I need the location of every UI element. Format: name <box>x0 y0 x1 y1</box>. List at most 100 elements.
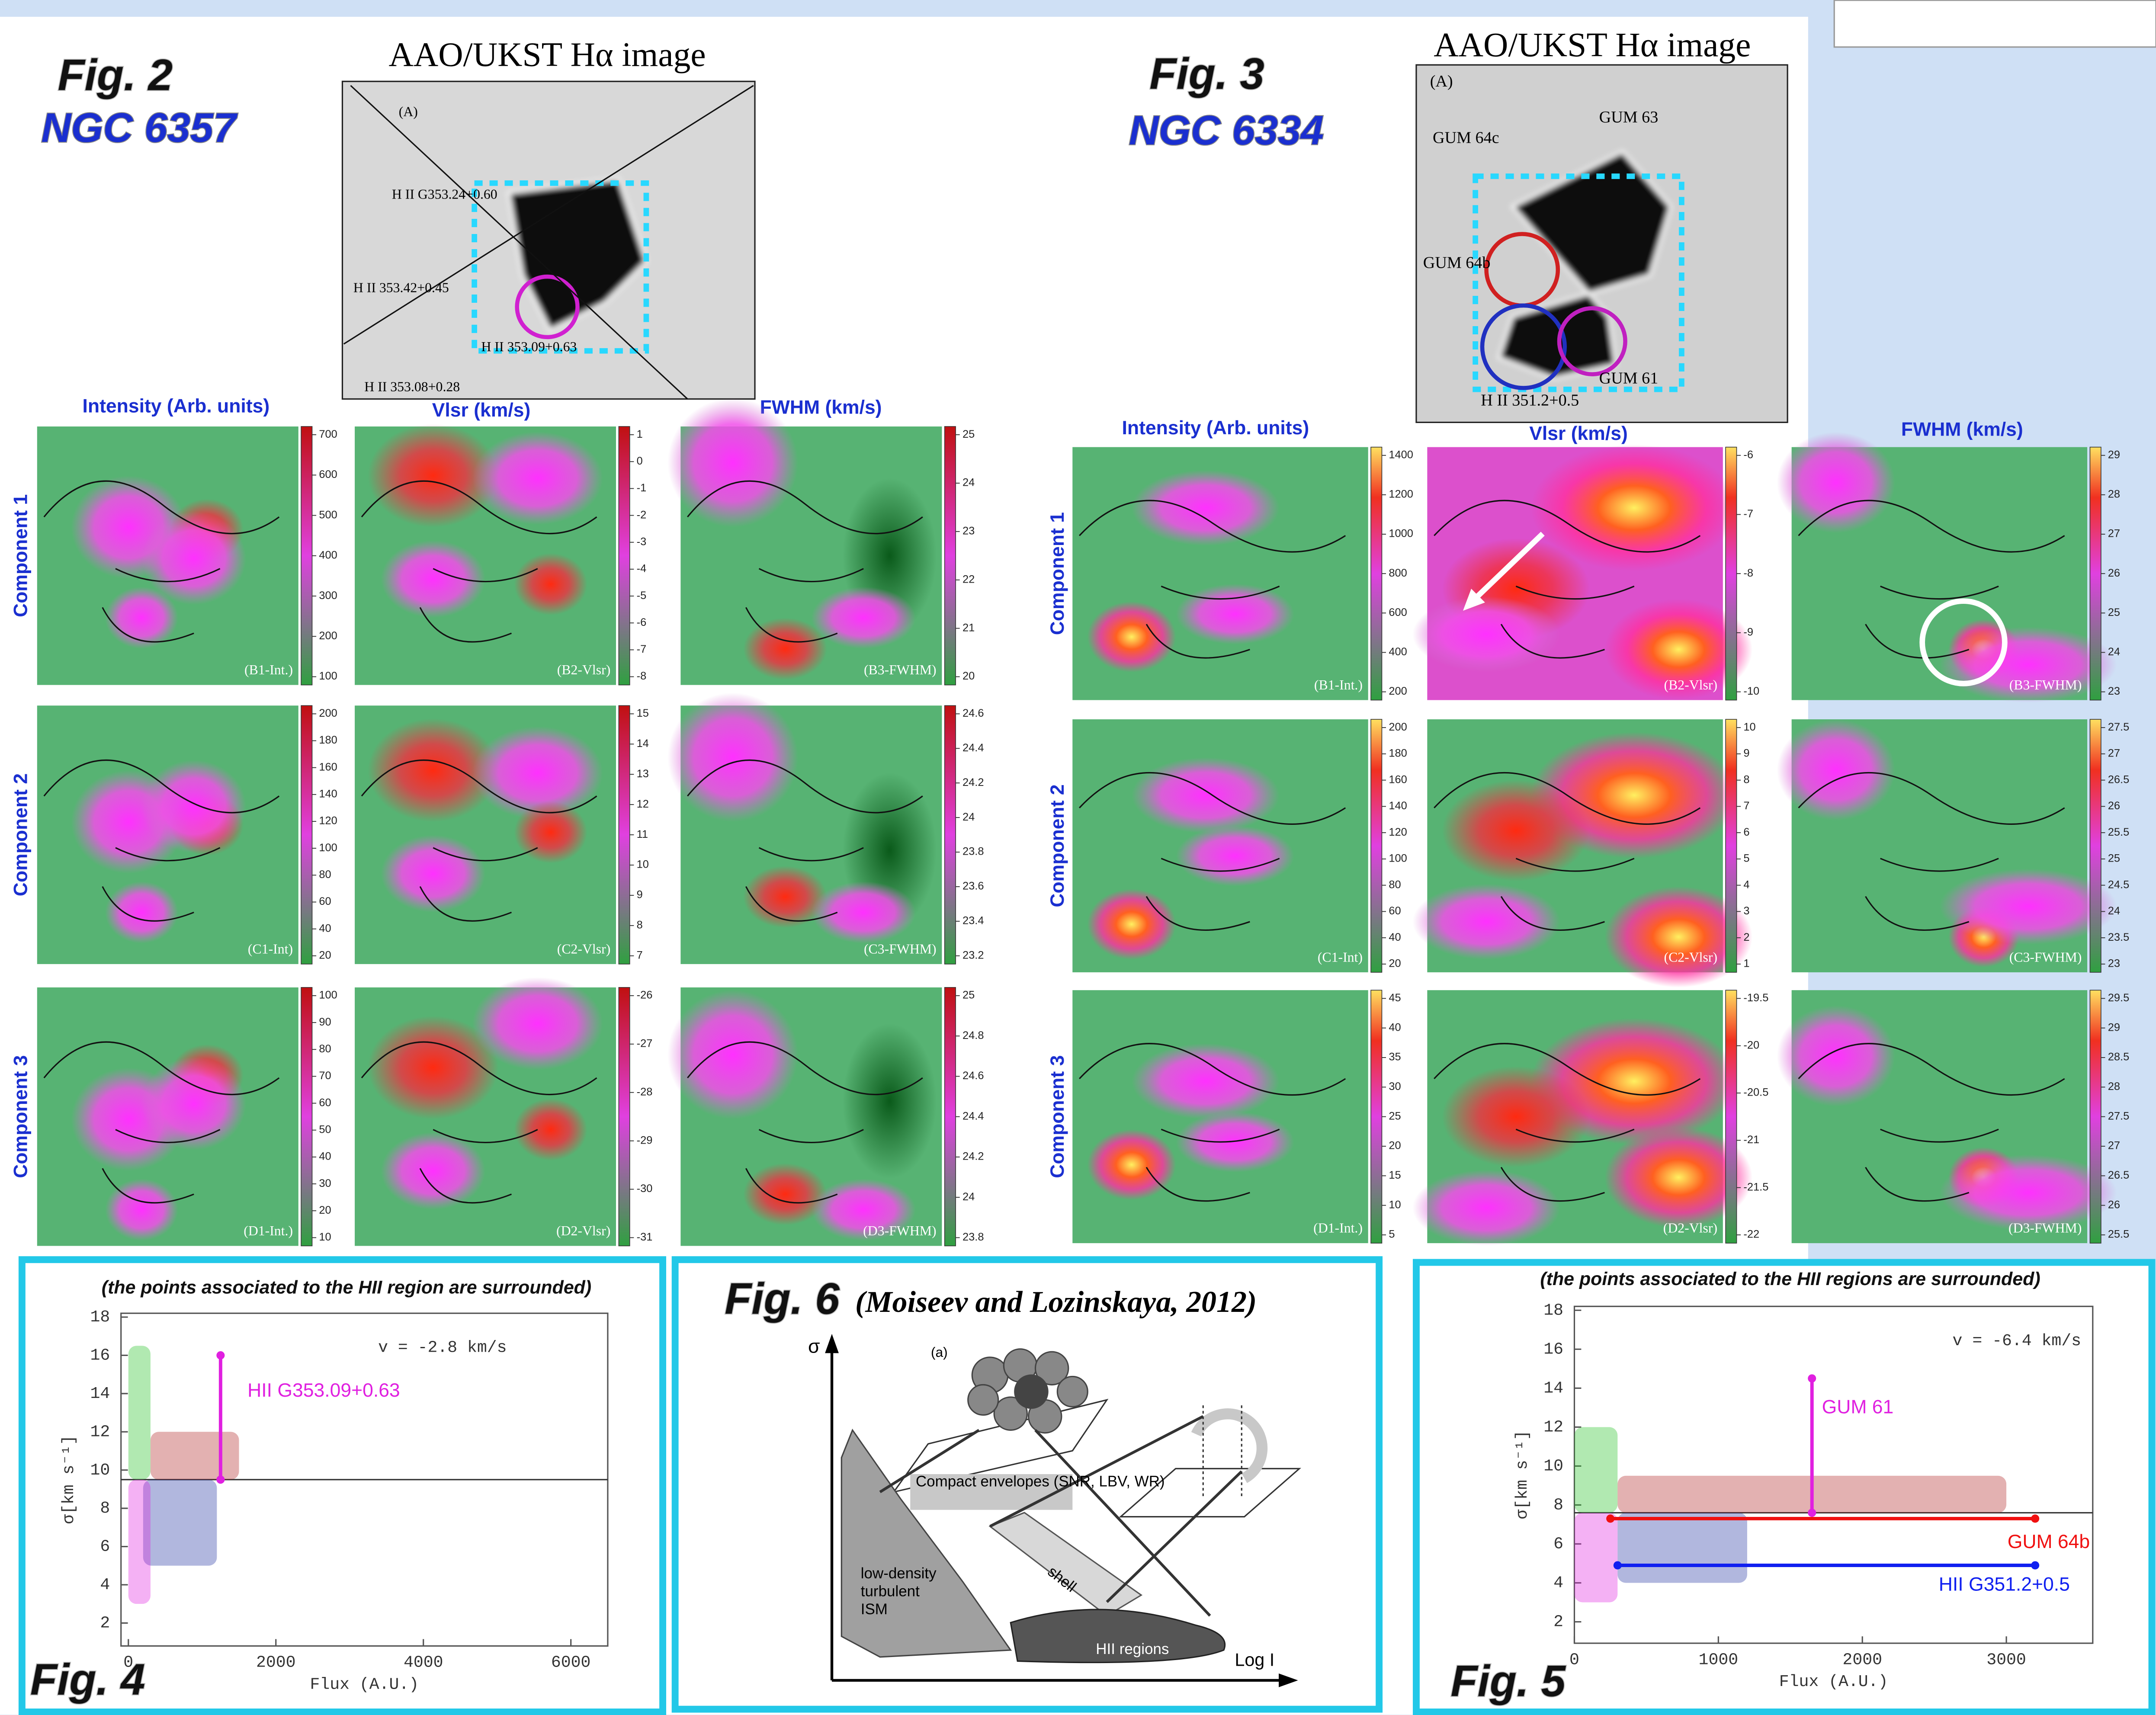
colorbar-label: -22 <box>1743 1228 1759 1241</box>
colorbar-label: 60 <box>319 895 331 907</box>
colorbar-label: 26 <box>2108 800 2120 812</box>
colorbar-label: 40 <box>319 922 331 934</box>
emission-blob <box>1132 470 1280 545</box>
y-axis-label: σ[km s⁻¹] <box>60 1435 78 1524</box>
colorbar-label: 80 <box>319 1043 331 1055</box>
emission-blob <box>381 540 485 618</box>
colorbar-label: 24.8 <box>962 1029 984 1042</box>
y-axis-label: σ[km s⁻¹] <box>1513 1430 1532 1519</box>
panel-tag: (C1-Int) <box>1318 949 1363 965</box>
colorbar-label: 25 <box>1389 1110 1401 1122</box>
velocity-note: v = -2.8 km/s <box>378 1339 507 1357</box>
panel-tag: (B3-FWHM) <box>2009 677 2082 692</box>
colorbar-label: 27.5 <box>2108 1110 2129 1122</box>
panel-tag: (B2-Vlsr) <box>557 662 611 677</box>
colorbar-label: 23.8 <box>962 846 984 858</box>
point-cloud <box>1617 1513 1747 1583</box>
colorbar-label: 23.5 <box>2108 931 2129 943</box>
heat-map <box>667 398 942 685</box>
point-cloud <box>143 1480 217 1566</box>
colorbar-label: 27.5 <box>2108 721 2129 733</box>
row-label: Component 2 <box>1047 784 1068 907</box>
colorbar-label: 1 <box>637 428 643 440</box>
colorbar-label: 200 <box>319 630 337 642</box>
colorbar-label: 20 <box>1389 1140 1401 1152</box>
colorbar-label: 24.4 <box>962 1110 984 1122</box>
colorbar-label: 400 <box>319 549 337 561</box>
colorbar-label: 25 <box>2108 606 2120 619</box>
panel-tag: (C1-Int) <box>248 941 293 956</box>
colorbar-label: 29.5 <box>2108 992 2129 1004</box>
y-tick-label: 2 <box>100 1614 110 1632</box>
heat-map <box>355 705 616 964</box>
figure-label: Fig. 3 <box>1149 49 1264 99</box>
colorbar-label: 50 <box>319 1123 331 1135</box>
emission-blob <box>1777 1005 1895 1106</box>
colorbar-label: 27 <box>2108 528 2120 540</box>
colorbar-label: 25.5 <box>2108 1228 2129 1241</box>
emission-blob <box>1176 826 1294 886</box>
colorbar-label: 300 <box>319 590 337 602</box>
y-tick-label: 10 <box>1543 1457 1563 1476</box>
colorbar-label: 15 <box>637 707 649 719</box>
colorbar-label: 20 <box>1389 958 1401 970</box>
colorbar-label: 10 <box>319 1231 331 1243</box>
axis-label: Log I <box>1235 1650 1274 1670</box>
figure-label: Fig. 4 <box>30 1655 145 1704</box>
emission-blob <box>667 398 798 527</box>
colorbar-label: 200 <box>1389 685 1407 697</box>
colorbar-label: 30 <box>319 1177 331 1189</box>
colorbar <box>301 705 312 964</box>
emission-blob <box>811 587 916 649</box>
colorbar-label: 7 <box>1743 800 1749 812</box>
emission-blob <box>1442 1066 1590 1167</box>
heat-map <box>1777 719 2117 972</box>
heat-map <box>355 424 616 685</box>
emission-blob <box>381 835 485 912</box>
emission-blob <box>381 1132 485 1210</box>
emission-blob <box>667 990 798 1119</box>
colorbar-label: 100 <box>1389 853 1407 865</box>
colorbar-label: 60 <box>319 1096 331 1109</box>
colorbar-label: 27 <box>2108 1140 2120 1152</box>
colorbar-label: 4 <box>1743 878 1749 891</box>
colorbar-label: 80 <box>1389 878 1401 891</box>
y-tick-label: 2 <box>1553 1613 1563 1632</box>
emission-blob <box>1777 719 1895 821</box>
colorbar-label: 3 <box>1743 905 1749 917</box>
colorbar-label: 100 <box>319 842 337 854</box>
colorbar-label: -31 <box>637 1231 653 1243</box>
colorbar-label: 60 <box>1389 905 1401 917</box>
colorbar <box>619 705 629 964</box>
image-title: AAO/UKST Hα image <box>1434 26 1751 64</box>
row-label: Component 3 <box>1047 1055 1068 1178</box>
colorbar <box>2090 990 2101 1243</box>
image-label: (A) <box>1430 72 1453 90</box>
colorbar-label: 13 <box>637 768 649 780</box>
corner-sketch <box>1834 0 2156 47</box>
heat-map <box>37 705 298 964</box>
colorbar-label: 26.5 <box>2108 773 2129 785</box>
colorbar-label: 160 <box>1389 773 1407 785</box>
image-label: GUM 64b <box>1423 254 1491 272</box>
colorbar-label: 8 <box>1743 773 1749 785</box>
colorbar-label: 600 <box>1389 606 1407 619</box>
region-label: Compact envelopes (SNR, LBV, WR) <box>916 1473 1165 1490</box>
point-cloud <box>128 1346 151 1479</box>
emission-blob <box>1132 1043 1280 1119</box>
caption: (the points associated to the HII region… <box>1540 1269 2040 1289</box>
colorbar-label: 20 <box>319 949 331 961</box>
colorbar-label: 40 <box>319 1151 331 1163</box>
colorbar-label: 25 <box>962 428 975 440</box>
colorbar-label: -6 <box>637 616 647 628</box>
colorbar-label: -26 <box>637 989 653 1001</box>
emission-blob <box>105 882 178 943</box>
colorbar-label: 140 <box>319 788 337 800</box>
colorbar-label: 23 <box>962 525 975 537</box>
emission-blob <box>1087 601 1176 672</box>
panel-tag: (C2-Vlsr) <box>557 941 611 956</box>
y-tick-label: 14 <box>1543 1379 1563 1398</box>
colorbar-label: 23 <box>2108 958 2120 970</box>
y-tick-label: 4 <box>100 1576 110 1594</box>
colorbar-label: -20.5 <box>1743 1087 1768 1099</box>
